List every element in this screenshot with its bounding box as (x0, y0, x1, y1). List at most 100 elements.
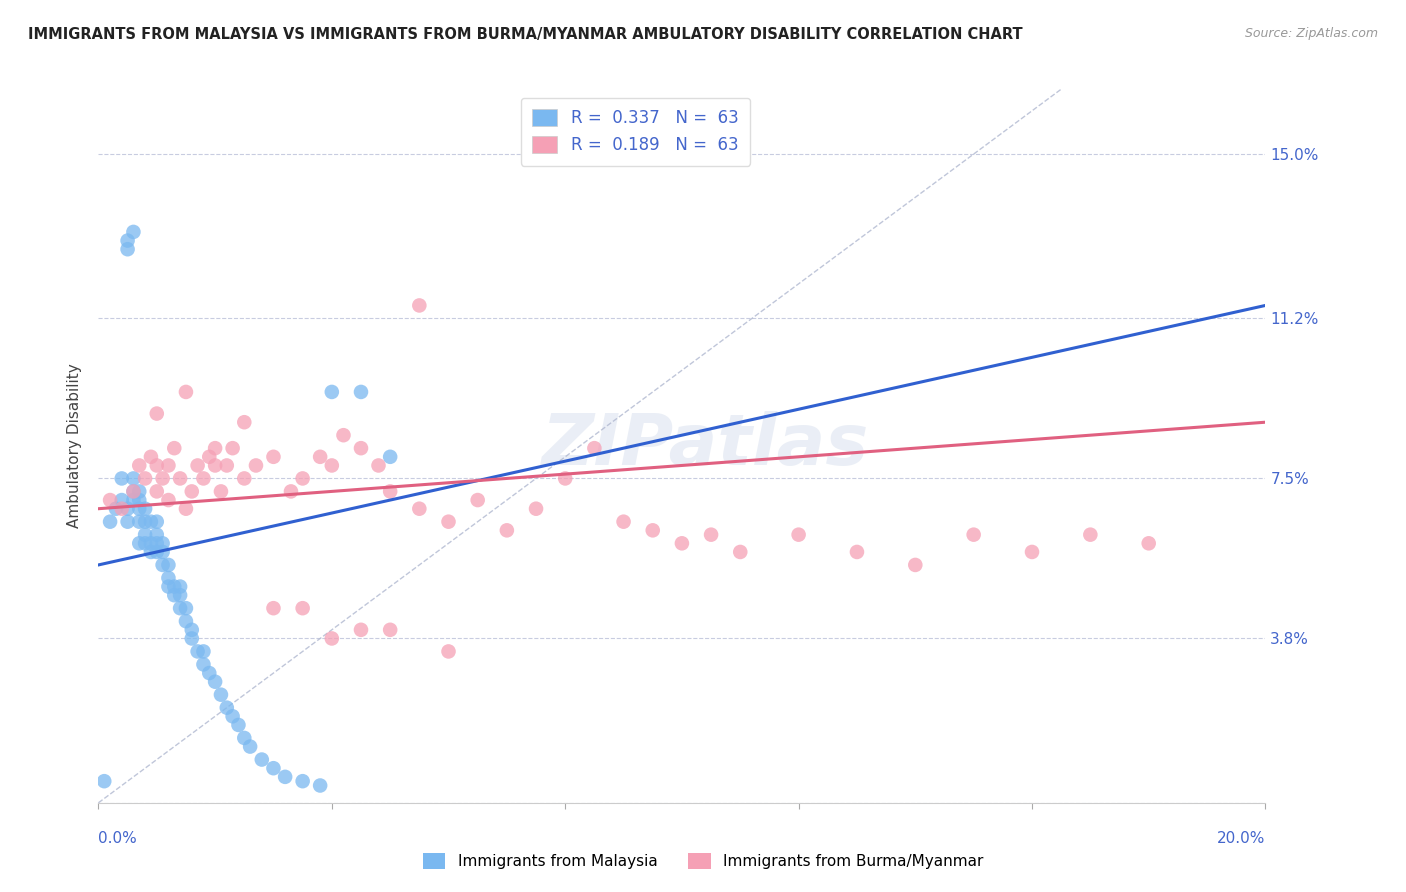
Point (554, 471, 576, 485)
Point (204, 441, 226, 455)
Point (204, 458, 226, 473)
Point (321, 458, 343, 473)
Point (157, 571, 180, 585)
Point (174, 384, 197, 399)
Point (215, 700, 238, 714)
Point (233, 471, 256, 485)
Point (280, 484, 302, 499)
Point (157, 458, 180, 473)
Point (350, 623, 373, 637)
Point (250, 753, 273, 767)
Point (1137, 536, 1160, 550)
Point (437, 644, 460, 658)
Point (198, 666, 221, 681)
Point (134, 471, 156, 485)
Point (332, 428, 354, 442)
Point (104, 501, 127, 516)
Point (700, 527, 723, 541)
Point (152, 558, 174, 572)
Point (367, 458, 389, 473)
Point (152, 536, 174, 550)
Point (146, 536, 169, 550)
Point (378, 623, 402, 637)
Point (291, 774, 314, 789)
Point (408, 501, 430, 516)
Point (134, 515, 156, 529)
Point (117, 501, 139, 516)
Point (262, 450, 284, 464)
Point (1021, 545, 1043, 559)
Point (98, 515, 121, 529)
Y-axis label: Ambulatory Disability: Ambulatory Disability (67, 364, 83, 528)
Point (174, 501, 197, 516)
Point (787, 527, 810, 541)
Point (962, 527, 984, 541)
Point (146, 527, 169, 541)
Point (122, 484, 145, 499)
Point (671, 536, 693, 550)
Point (221, 441, 243, 455)
Point (437, 515, 460, 529)
Point (111, 501, 134, 516)
Point (128, 536, 150, 550)
Point (524, 501, 547, 516)
Point (309, 450, 332, 464)
Point (309, 779, 332, 793)
Text: IMMIGRANTS FROM MALAYSIA VS IMMIGRANTS FROM BURMA/MYANMAR AMBULATORY DISABILITY : IMMIGRANTS FROM MALAYSIA VS IMMIGRANTS F… (28, 27, 1022, 42)
Point (583, 441, 606, 455)
Point (152, 471, 174, 485)
Point (291, 601, 314, 615)
Point (128, 501, 150, 516)
Point (163, 441, 186, 455)
Point (233, 731, 256, 745)
Point (146, 407, 169, 421)
Text: Source: ZipAtlas.com: Source: ZipAtlas.com (1244, 27, 1378, 40)
Point (174, 601, 197, 615)
Point (180, 484, 202, 499)
Point (193, 644, 215, 658)
Point (152, 545, 174, 559)
Point (350, 441, 373, 455)
Point (495, 524, 517, 538)
Point (845, 545, 868, 559)
Point (174, 614, 197, 628)
Point (321, 384, 343, 399)
Point (612, 515, 634, 529)
Point (193, 657, 215, 672)
Point (117, 242, 139, 256)
Point (157, 493, 180, 508)
Point (139, 536, 162, 550)
Point (321, 632, 343, 646)
Point (291, 471, 314, 485)
Point (198, 450, 221, 464)
Point (169, 588, 191, 602)
Point (169, 601, 191, 615)
Point (111, 471, 134, 485)
Point (146, 484, 169, 499)
Point (117, 234, 139, 248)
Point (134, 527, 156, 541)
Point (139, 545, 162, 559)
Point (134, 536, 156, 550)
Point (378, 450, 402, 464)
Point (180, 632, 202, 646)
Point (157, 558, 180, 572)
Point (187, 644, 209, 658)
Point (163, 580, 186, 594)
Point (187, 458, 209, 473)
Point (350, 384, 373, 399)
Text: 20.0%: 20.0% (1218, 831, 1265, 846)
Point (146, 458, 169, 473)
Text: ZIPatlas: ZIPatlas (541, 411, 869, 481)
Point (180, 623, 202, 637)
Point (408, 298, 430, 312)
Point (209, 484, 232, 499)
Point (239, 739, 262, 754)
Point (111, 493, 134, 508)
Point (228, 718, 250, 732)
Point (209, 688, 232, 702)
Point (122, 484, 145, 499)
Point (274, 770, 297, 784)
Point (128, 458, 150, 473)
Point (98, 493, 121, 508)
